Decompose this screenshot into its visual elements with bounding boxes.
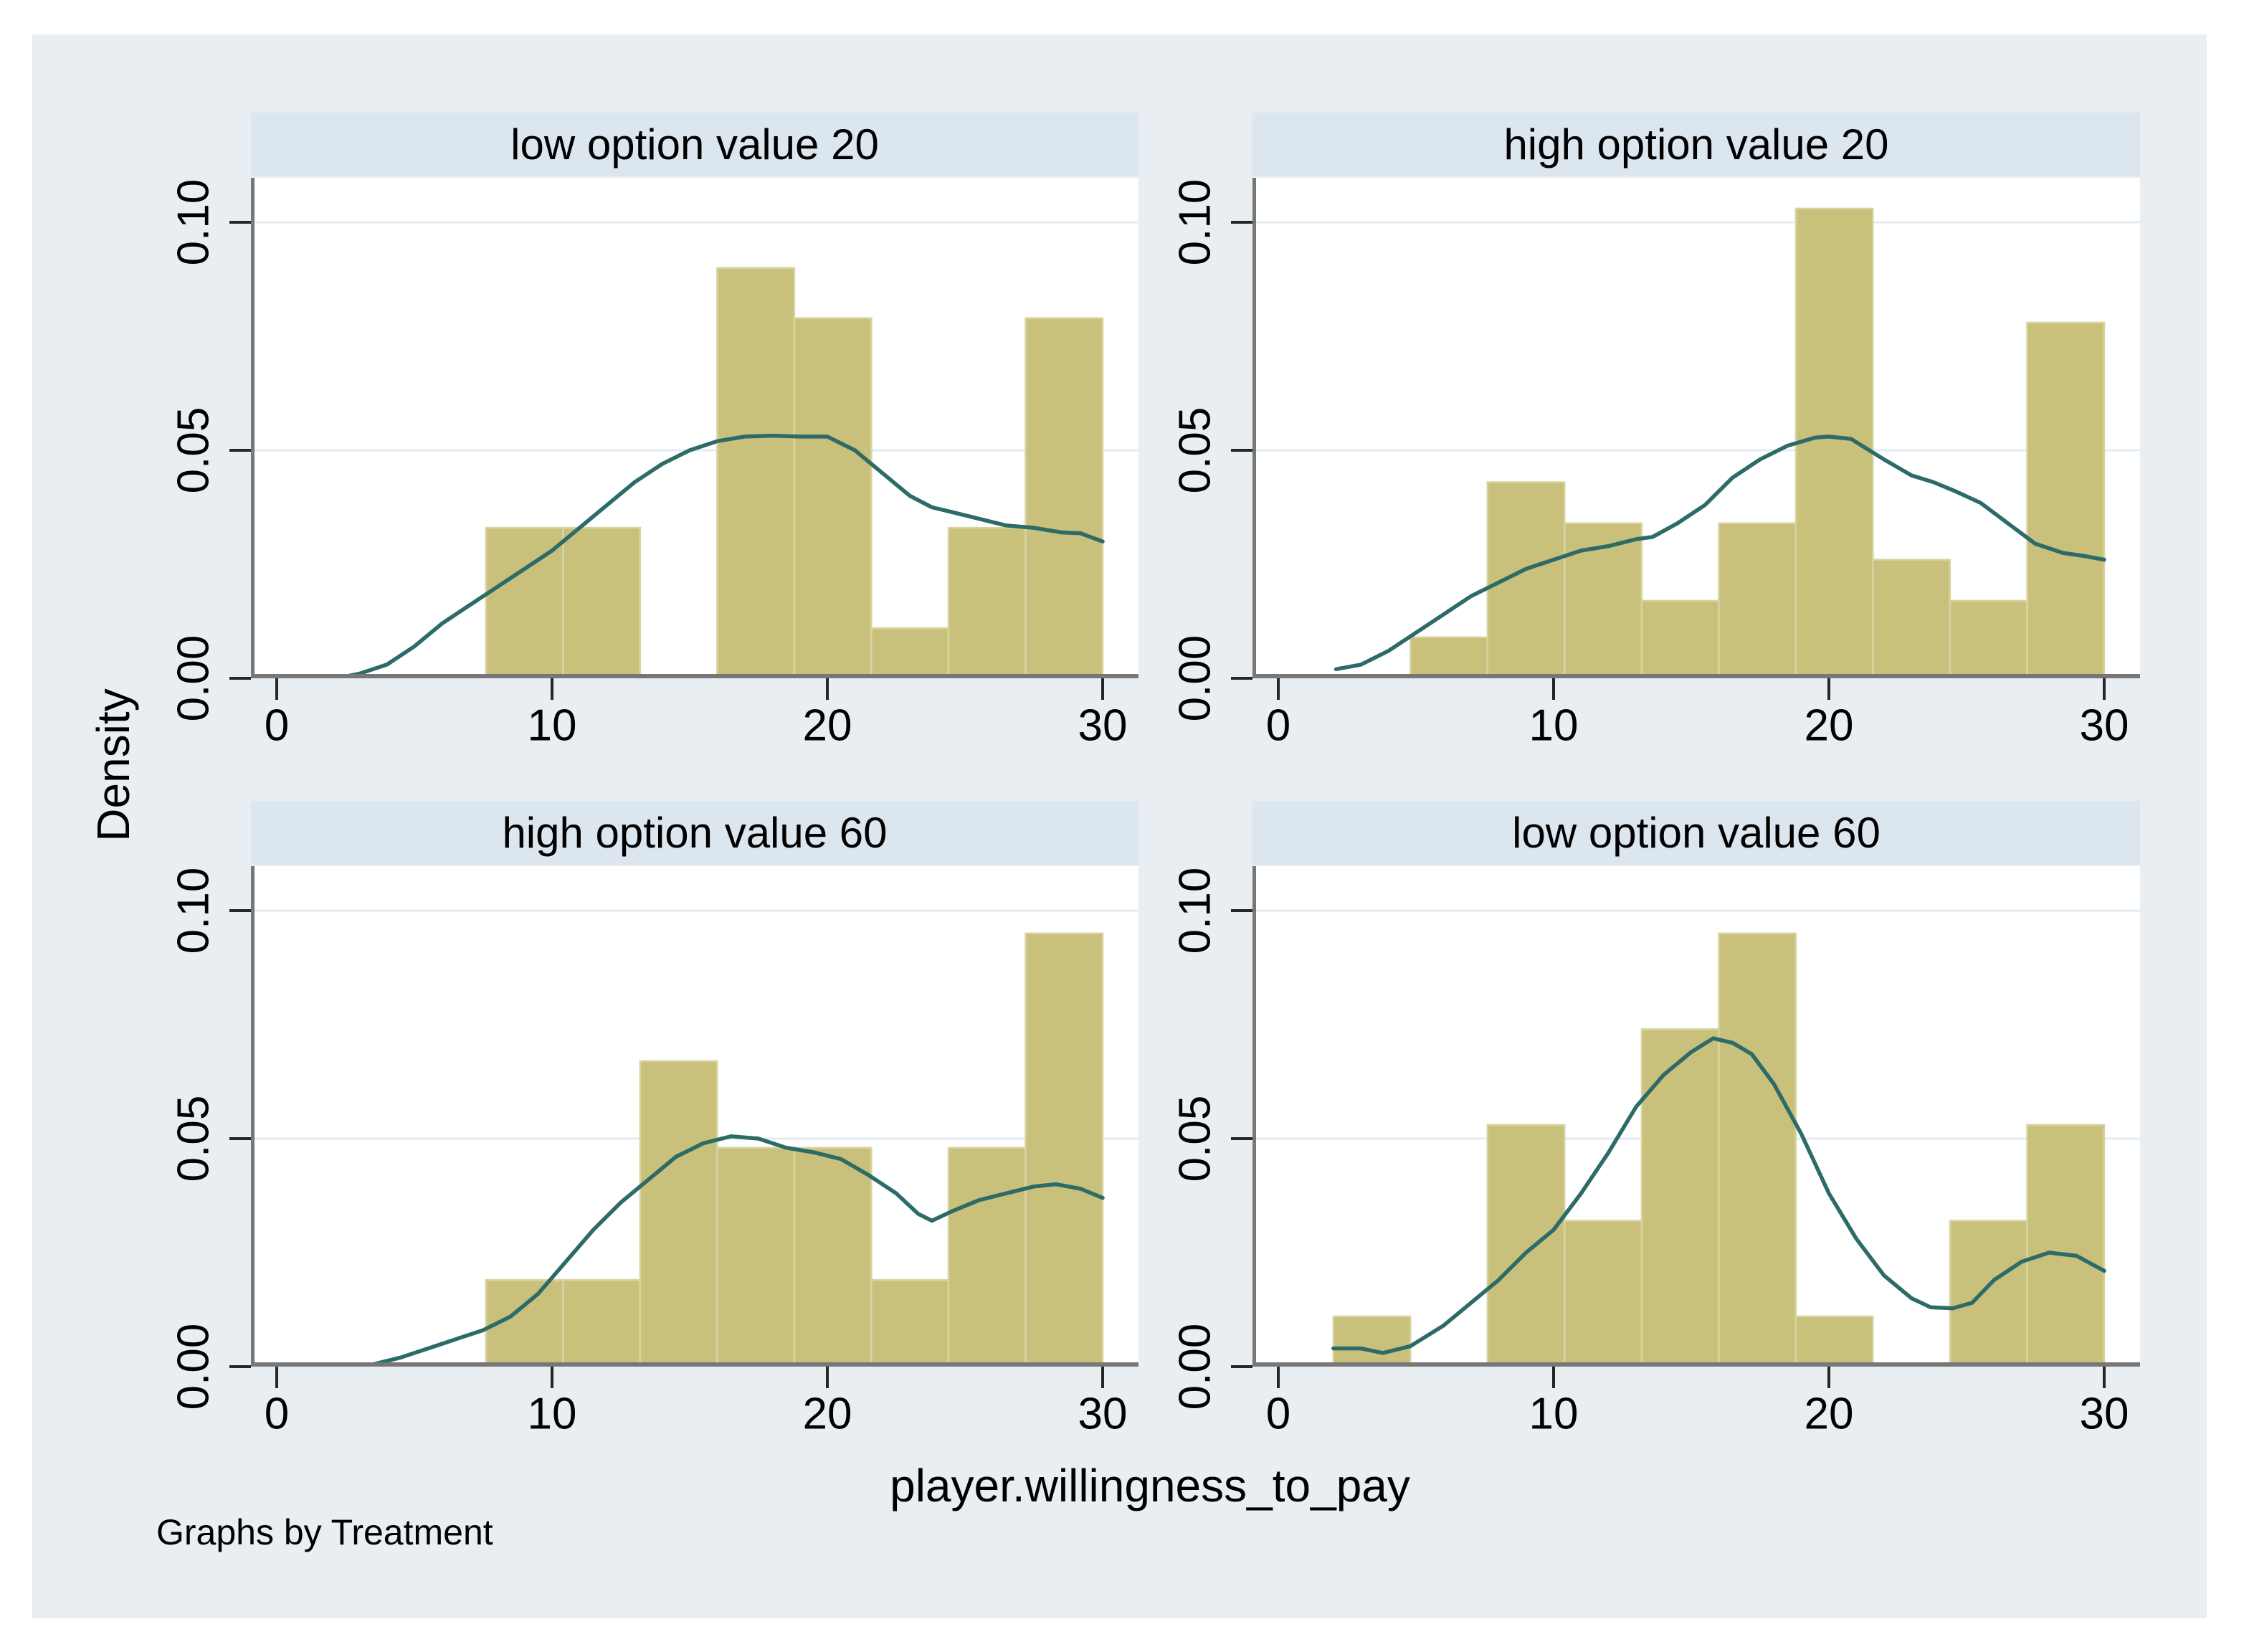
x-tick-label: 0 (1265, 1389, 1291, 1439)
y-tick-label: 0.05 (1170, 1095, 1220, 1182)
x-tick-label: 10 (527, 1389, 577, 1439)
y-tick-label: 0.05 (168, 1095, 219, 1182)
x-tick-label: 30 (1078, 1389, 1128, 1439)
y-tick-label: 0.00 (168, 1323, 219, 1410)
x-tick-label: 0 (264, 1389, 290, 1439)
y-tick-mark (229, 909, 251, 912)
y-tick-mark (1231, 221, 1252, 224)
x-tick-label: 30 (1078, 701, 1128, 751)
x-tick-mark (2103, 1367, 2106, 1388)
x-tick-mark (1827, 678, 1830, 700)
x-tick-label: 20 (802, 1389, 852, 1439)
x-tick-mark (2103, 678, 2106, 700)
y-tick-label: 0.05 (1170, 407, 1220, 494)
panel-title: high option value 20 (1503, 120, 1889, 168)
y-tick-mark (1231, 677, 1252, 680)
x-tick-mark (275, 678, 278, 700)
y-tick-label: 0.10 (168, 179, 219, 266)
panel-low-option-value-60: low option value 60 0 10 20 30 0.00 0.05 0.10 (1171, 801, 2140, 1468)
x-tick-mark (1552, 1367, 1555, 1388)
y-tick-mark (229, 221, 251, 224)
y-tick-label: 0.10 (168, 867, 219, 954)
y-tick-mark (1231, 1137, 1252, 1140)
histogram-plot (251, 866, 1138, 1367)
histogram-plot (251, 178, 1138, 678)
y-tick-mark (229, 677, 251, 680)
x-tick-mark (826, 1367, 829, 1388)
x-tick-mark (1101, 1367, 1104, 1388)
x-tick-label: 20 (802, 701, 852, 751)
y-tick-mark (1231, 449, 1252, 452)
x-axis-title: player.willingness_to_pay (890, 1460, 1410, 1511)
panel-high-option-value-60: high option value 60 0 10 20 30 0.00 0.05 0.10 (169, 801, 1138, 1468)
x-tick-mark (1552, 678, 1555, 700)
panel-title: low option value 20 (510, 120, 879, 168)
panel-title: low option value 60 (1512, 809, 1881, 857)
x-tick-mark (1101, 678, 1104, 700)
y-tick-mark (1231, 1365, 1252, 1368)
y-axis-title: Density (87, 688, 139, 842)
panel-title: high option value 60 (502, 809, 888, 857)
y-tick-label: 0.05 (168, 407, 219, 494)
x-tick-mark (275, 1367, 278, 1388)
y-tick-label: 0.10 (1170, 179, 1220, 266)
panel-title-strip: high option value 60 (251, 801, 1138, 865)
y-tick-mark (229, 1365, 251, 1368)
y-tick-mark (229, 1137, 251, 1140)
x-tick-mark (551, 678, 553, 700)
x-tick-label: 30 (2079, 1389, 2129, 1439)
histogram-plot (1252, 178, 2140, 678)
panel-title-strip: high option value 20 (1252, 113, 2140, 176)
x-tick-label: 0 (1265, 701, 1291, 751)
panel-low-option-value-20: low option value 20 0 10 20 30 0.00 0.05 0.10 (169, 113, 1138, 779)
panel-title-strip: low option value 60 (1252, 801, 2140, 865)
x-tick-label: 10 (1529, 701, 1579, 751)
graphs-by-note: Graphs by Treatment (156, 1512, 493, 1552)
panel-title-strip: low option value 20 (251, 113, 1138, 176)
y-tick-mark (229, 449, 251, 452)
panel-high-option-value-20: high option value 20 0 10 20 30 0.00 0.05 0.10 (1171, 113, 2140, 779)
y-tick-label: 0.00 (1170, 1323, 1220, 1410)
x-tick-mark (1827, 1367, 1830, 1388)
y-tick-mark (1231, 909, 1252, 912)
x-tick-mark (551, 1367, 553, 1388)
x-tick-label: 20 (1804, 701, 1854, 751)
x-tick-label: 0 (264, 701, 290, 751)
x-tick-mark (1277, 1367, 1280, 1388)
x-tick-mark (826, 678, 829, 700)
histogram-plot (1252, 866, 2140, 1367)
y-tick-label: 0.00 (1170, 635, 1220, 722)
y-tick-label: 0.10 (1170, 867, 1220, 954)
y-tick-label: 0.00 (168, 635, 219, 722)
x-tick-mark (1277, 678, 1280, 700)
x-tick-label: 10 (527, 701, 577, 751)
x-tick-label: 30 (2079, 701, 2129, 751)
x-tick-label: 10 (1529, 1389, 1579, 1439)
x-tick-label: 20 (1804, 1389, 1854, 1439)
